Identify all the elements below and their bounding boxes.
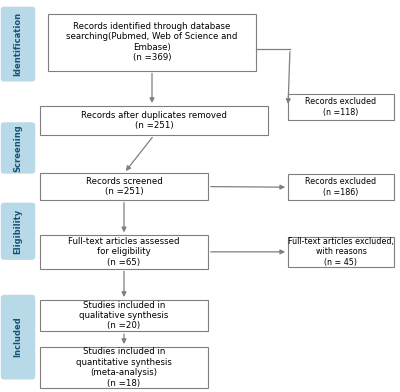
FancyBboxPatch shape xyxy=(40,300,208,331)
FancyBboxPatch shape xyxy=(40,347,208,388)
FancyBboxPatch shape xyxy=(288,237,394,267)
FancyBboxPatch shape xyxy=(40,106,268,135)
FancyBboxPatch shape xyxy=(40,173,208,200)
Text: Records screened
(n =251): Records screened (n =251) xyxy=(86,177,162,196)
FancyBboxPatch shape xyxy=(1,203,35,260)
FancyBboxPatch shape xyxy=(40,235,208,269)
Text: Full-text articles excluded,
with reasons
(n = 45): Full-text articles excluded, with reason… xyxy=(288,237,394,267)
Text: Studies included in
qualitative synthesis
(n =20): Studies included in qualitative synthesi… xyxy=(79,301,169,330)
FancyBboxPatch shape xyxy=(1,122,35,174)
Text: Records identified through database
searching(Pubmed, Web of Science and
Embase): Records identified through database sear… xyxy=(66,22,238,62)
FancyBboxPatch shape xyxy=(288,94,394,120)
Text: Records after duplicates removed
(n =251): Records after duplicates removed (n =251… xyxy=(81,111,227,130)
FancyBboxPatch shape xyxy=(1,7,35,82)
Text: Studies included in
quantitative synthesis
(meta-analysis)
(n =18): Studies included in quantitative synthes… xyxy=(76,347,172,388)
FancyBboxPatch shape xyxy=(1,295,35,379)
Text: Full-text articles assessed
for eligibility
(n =65): Full-text articles assessed for eligibil… xyxy=(68,237,180,267)
Text: Included: Included xyxy=(14,317,22,358)
Text: Screening: Screening xyxy=(14,124,22,172)
FancyBboxPatch shape xyxy=(48,14,256,71)
Text: Records excluded
(n =186): Records excluded (n =186) xyxy=(306,178,376,197)
FancyBboxPatch shape xyxy=(288,174,394,200)
Text: Identification: Identification xyxy=(14,12,22,76)
Text: Records excluded
(n =118): Records excluded (n =118) xyxy=(306,97,376,116)
Text: Eligibility: Eligibility xyxy=(14,209,22,254)
